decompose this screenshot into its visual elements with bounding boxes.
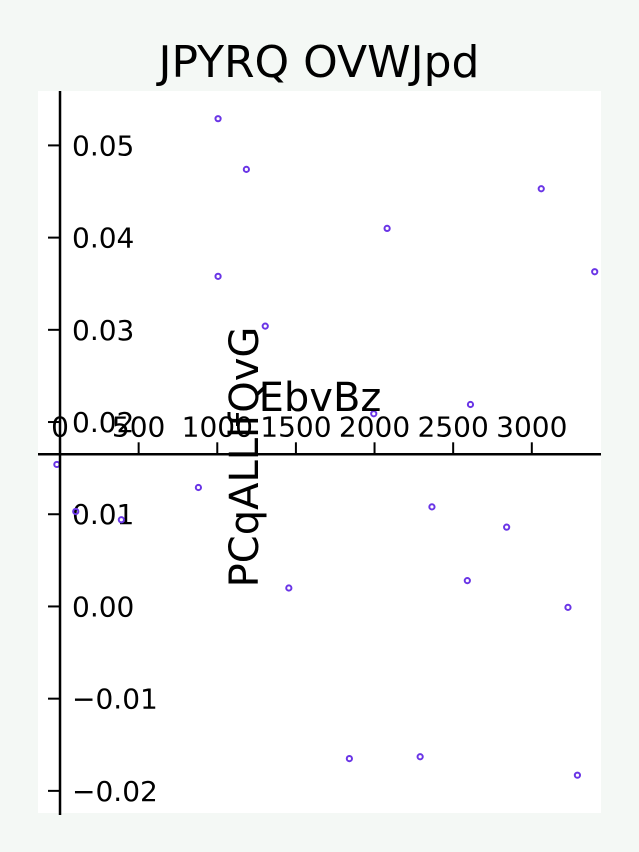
data-point bbox=[370, 410, 378, 418]
x-tick-label: 500 bbox=[112, 410, 165, 443]
x-tick-label: 1500 bbox=[260, 410, 331, 443]
y-tick-label: 0.04 bbox=[72, 222, 134, 255]
x-tick-label: 3000 bbox=[496, 410, 567, 443]
data-point bbox=[194, 483, 203, 492]
data-point bbox=[573, 771, 582, 779]
y-tick-label: 0.01 bbox=[72, 498, 134, 531]
y-axis-ticks: −0.02 −0.01 0.00 0.01 0.02 0.03 0.04 0.05 bbox=[48, 129, 158, 808]
data-point bbox=[537, 185, 545, 193]
data-point bbox=[428, 503, 436, 511]
data-point bbox=[285, 584, 293, 592]
data-points bbox=[53, 115, 599, 779]
chart-title: JPYRQ OVWJpd bbox=[156, 37, 480, 88]
data-point bbox=[503, 523, 511, 531]
data-point bbox=[564, 603, 572, 611]
x-tick-label: 2500 bbox=[418, 410, 489, 443]
data-point bbox=[463, 577, 471, 585]
y-tick-label: 0.00 bbox=[72, 590, 134, 623]
plot-area bbox=[38, 91, 601, 813]
data-point bbox=[261, 322, 269, 330]
x-tick-label: 1000 bbox=[182, 410, 253, 443]
y-axis-label: PCqALLlfQvG bbox=[222, 327, 268, 588]
y-tick-label: −0.02 bbox=[72, 775, 158, 808]
data-point bbox=[416, 753, 424, 761]
data-point bbox=[242, 165, 250, 173]
x-axis-label: EbvBz bbox=[259, 375, 382, 421]
data-point bbox=[383, 224, 391, 232]
data-point bbox=[591, 268, 599, 276]
y-tick-label: 0.05 bbox=[72, 129, 134, 162]
data-point bbox=[214, 115, 222, 123]
data-point bbox=[214, 272, 222, 280]
y-tick-label: 0.02 bbox=[72, 406, 134, 439]
y-tick-label: −0.01 bbox=[72, 683, 158, 716]
x-axis-ticks: 050010001500200025003000 bbox=[51, 410, 567, 455]
y-tick-label: 0.03 bbox=[72, 314, 134, 347]
data-point bbox=[117, 516, 125, 524]
data-point bbox=[466, 400, 475, 409]
data-point bbox=[72, 507, 80, 516]
data-point bbox=[345, 754, 353, 763]
